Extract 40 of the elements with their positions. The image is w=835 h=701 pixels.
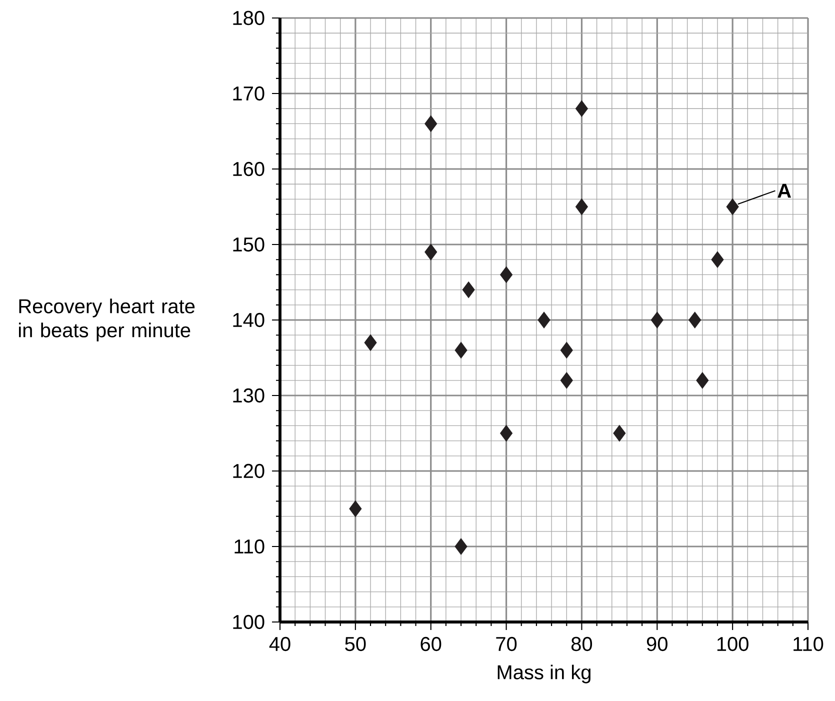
point — [575, 100, 588, 117]
point — [613, 424, 626, 442]
y-tick-label: 120 — [233, 464, 264, 478]
y-tick-label: 180 — [233, 10, 264, 26]
point — [575, 198, 588, 216]
point — [454, 342, 468, 358]
point — [560, 342, 573, 358]
x-tick-label: 70 — [496, 636, 517, 652]
x-tick-label: 80 — [571, 636, 592, 652]
annotation: A — [778, 184, 792, 198]
y-tick-label: 100 — [233, 614, 264, 630]
point — [688, 312, 702, 328]
x-tick-label: 90 — [646, 636, 668, 652]
point — [726, 198, 739, 216]
point — [349, 500, 362, 518]
y-tick-label: 140 — [233, 312, 264, 328]
point — [696, 372, 709, 389]
point — [454, 538, 468, 555]
x-tick-label: 50 — [345, 636, 366, 652]
x-tick-label: 60 — [420, 636, 442, 652]
point — [364, 334, 377, 351]
y-axis-title: Recovery heart rate in beats per minute — [19, 298, 195, 342]
y-tick-label: 130 — [233, 388, 264, 403]
x-tick-label: 110 — [794, 636, 824, 652]
y-tick-label: 160 — [233, 162, 264, 176]
y-tick-label: 110 — [234, 539, 264, 554]
point — [711, 251, 724, 268]
y-tick-label: 150 — [233, 237, 264, 252]
point — [462, 282, 475, 298]
point — [500, 424, 513, 442]
point — [650, 312, 664, 328]
point — [538, 312, 550, 328]
x-tick-label: 100 — [717, 636, 748, 652]
point — [424, 244, 438, 260]
x-tick-label: 40 — [269, 636, 290, 652]
point — [500, 266, 513, 283]
x-axis-title: Mass in kg — [498, 664, 590, 684]
point — [424, 115, 438, 132]
y-tick-label: 170 — [233, 86, 264, 101]
point — [560, 372, 573, 389]
